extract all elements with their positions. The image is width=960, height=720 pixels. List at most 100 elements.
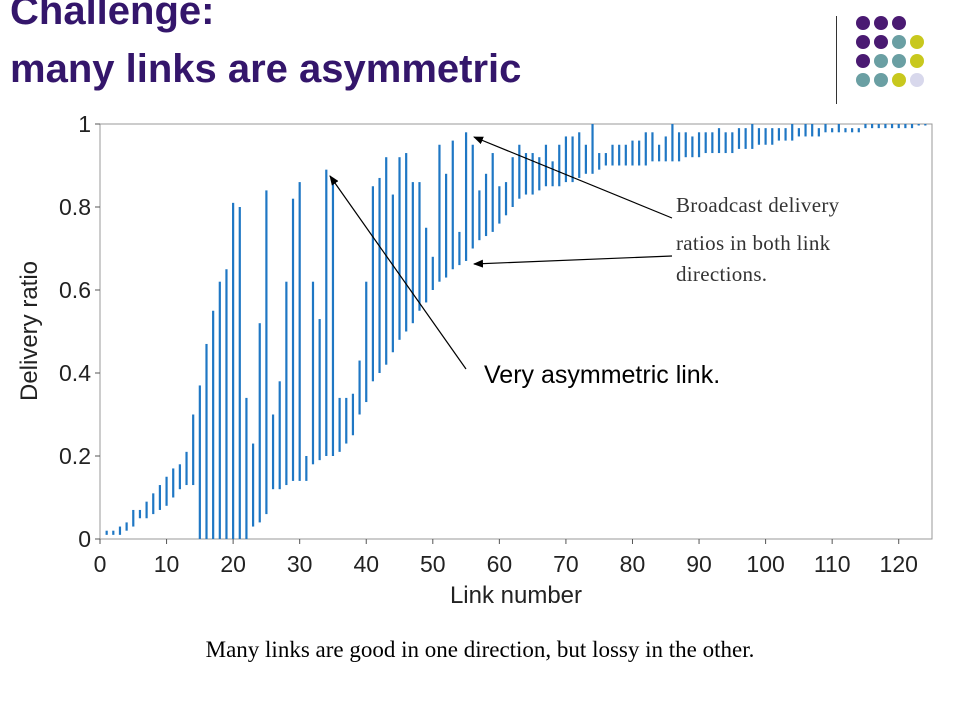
link-bar	[118, 526, 122, 535]
link-bar	[697, 132, 701, 158]
x-tick-label: 50	[420, 551, 446, 577]
link-bar	[471, 144, 474, 249]
link-bar	[871, 124, 874, 129]
link-bar	[784, 128, 787, 141]
link-bar	[478, 190, 481, 241]
link-bar	[418, 182, 421, 311]
link-bar	[584, 144, 587, 174]
plot-frame	[99, 123, 933, 540]
link-bar	[305, 456, 308, 481]
link-bar	[664, 136, 667, 162]
link-bar	[897, 124, 900, 129]
link-bar	[744, 128, 747, 149]
link-bar	[624, 144, 627, 166]
annotation-line-1: Broadcast delivery	[676, 193, 840, 217]
decor-dot	[892, 16, 906, 30]
x-axis-label: Link number	[450, 582, 582, 609]
link-bar	[917, 124, 920, 126]
x-tick-label: 0	[94, 551, 107, 577]
x-tick-label: 80	[620, 551, 646, 577]
decor-dot	[892, 73, 906, 87]
link-bar	[777, 128, 781, 141]
link-bar	[338, 397, 341, 452]
x-tick-label: 100	[746, 551, 784, 577]
link-bar	[491, 153, 494, 232]
link-bar	[751, 124, 754, 149]
x-tick-label: 10	[154, 551, 180, 577]
link-bar	[618, 144, 621, 166]
link-bar	[345, 397, 348, 444]
link-bar	[285, 281, 288, 486]
link-bar	[884, 124, 887, 129]
link-bar	[831, 128, 834, 133]
link-bar	[531, 153, 534, 195]
decor-dot	[874, 35, 888, 49]
annotation-line-2: ratios in both link	[676, 231, 831, 255]
link-bar	[431, 256, 434, 290]
link-bar	[797, 128, 800, 137]
decor-dot	[910, 73, 924, 87]
link-bar	[877, 124, 880, 129]
link-bar	[731, 132, 734, 154]
link-bar	[325, 169, 328, 456]
link-bar	[771, 128, 774, 145]
link-bar	[152, 493, 155, 515]
link-bar	[251, 443, 255, 527]
link-bar	[411, 182, 414, 324]
link-bar	[331, 177, 335, 456]
link-bar	[518, 144, 521, 199]
x-axis-ticks: 0 10 20 30 40 50 60 70 80 90 100 110 120	[94, 539, 918, 577]
decor-dot	[910, 35, 924, 49]
link-bar	[405, 153, 408, 332]
decor-dot	[892, 54, 906, 68]
link-bar	[717, 128, 721, 154]
link-bar	[704, 132, 707, 154]
link-bar	[538, 157, 541, 191]
link-bar	[511, 157, 514, 207]
y-tick-label: 0.8	[59, 194, 91, 220]
link-bar	[804, 124, 807, 137]
decor-dot	[856, 54, 870, 68]
link-bar	[711, 132, 714, 154]
link-bar	[451, 140, 454, 270]
link-bar	[737, 128, 741, 149]
link-bar	[365, 281, 368, 403]
link-bar	[571, 136, 574, 183]
link-bar	[757, 128, 761, 145]
link-bar	[591, 124, 594, 174]
x-tick-label: 120	[880, 551, 918, 577]
link-bar	[232, 202, 235, 539]
link-bar	[658, 144, 661, 162]
link-bar	[857, 128, 860, 133]
link-bar	[551, 161, 554, 187]
slide-title-line-2: many links are asymmetric	[10, 47, 522, 91]
link-bar	[185, 451, 188, 486]
link-bar	[598, 153, 601, 170]
link-bar	[172, 468, 175, 498]
link-bar	[132, 509, 135, 527]
link-bar	[205, 343, 208, 539]
link-bar	[258, 323, 261, 523]
link-bar	[445, 173, 448, 278]
x-tick-label: 70	[553, 551, 579, 577]
slide-caption: Many links are good in one direction, bu…	[205, 637, 755, 662]
link-bar	[724, 132, 727, 154]
asymmetric-link-label: Very asymmetric link.	[484, 361, 721, 389]
link-bar	[558, 144, 561, 187]
link-bar	[105, 530, 108, 535]
link-bar	[178, 464, 181, 490]
link-bar	[458, 231, 461, 266]
link-bar	[165, 476, 168, 506]
bars-group	[105, 124, 927, 539]
link-bar	[212, 310, 215, 539]
link-bar	[644, 132, 647, 166]
link-bar	[265, 190, 268, 515]
link-bar	[192, 414, 195, 486]
link-bar	[425, 227, 428, 303]
link-bar	[791, 124, 794, 141]
link-bar	[677, 132, 681, 162]
link-bar	[684, 132, 687, 158]
link-bar	[864, 124, 867, 129]
link-bar	[225, 269, 228, 539]
